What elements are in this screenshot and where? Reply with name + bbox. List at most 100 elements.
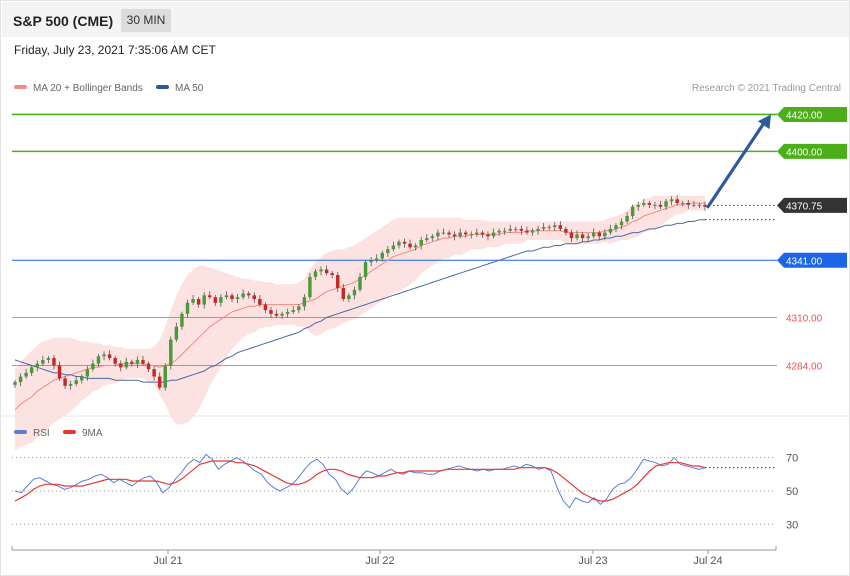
candle [697, 204, 702, 206]
interval-badge[interactable]: 30 MIN [121, 9, 171, 32]
candle [458, 232, 462, 237]
candle [74, 380, 78, 384]
candle [397, 241, 401, 246]
x-tick-label: Jul 21 [153, 555, 182, 567]
candle [647, 203, 652, 205]
support-label: 4284.00 [786, 361, 823, 372]
candle [96, 356, 101, 364]
candle [530, 230, 535, 233]
header-bar: S&P 500 (CME) 30 MIN [2, 2, 849, 37]
candle [486, 234, 490, 237]
candle [124, 361, 129, 368]
credit-label: Research © 2021 Trading Central [692, 83, 841, 94]
candle [252, 295, 256, 300]
candle [586, 236, 590, 239]
candle [580, 234, 585, 239]
candle [469, 234, 474, 236]
rsi-tick-label: 30 [786, 519, 798, 531]
resistance-price-tag [777, 106, 847, 122]
candle [536, 228, 540, 231]
candle [146, 363, 151, 370]
candle [213, 297, 218, 303]
candle [569, 232, 574, 239]
candle [208, 295, 212, 298]
timestamp: Friday, July 23, 2021 7:35:06 AM CET [14, 43, 216, 57]
x-axis: Jul 21 Jul 22 Jul 23 Jul 24 [153, 550, 723, 567]
candle [519, 228, 524, 231]
candle [508, 228, 512, 231]
candle [380, 252, 384, 259]
candle [202, 295, 206, 305]
candle [402, 241, 407, 244]
candle [669, 199, 674, 202]
candle [285, 311, 290, 314]
candle [319, 269, 323, 272]
candle [180, 313, 184, 327]
candle [291, 310, 295, 312]
legend-swatch-ma50 [156, 85, 169, 89]
candle [425, 238, 429, 240]
candle [302, 297, 307, 307]
candle [358, 276, 362, 290]
pivot-price-label: 4341.00 [786, 256, 823, 267]
candle [130, 361, 134, 364]
candle [686, 203, 691, 205]
candle [24, 372, 28, 377]
candle [630, 206, 635, 216]
instrument-title: S&P 500 (CME) [13, 13, 114, 29]
rsi-tick-label: 50 [786, 486, 798, 498]
candle [369, 260, 373, 263]
candle [68, 383, 73, 386]
legend-label-ma50: MA 50 [175, 83, 204, 94]
candle [263, 304, 268, 311]
candle [196, 299, 201, 305]
candle [653, 204, 657, 206]
candle [57, 365, 62, 379]
candle [408, 243, 412, 248]
price-legend: MA 20 + Bollinger Bands MA 50 [14, 83, 204, 94]
candle [363, 262, 368, 277]
candle [35, 363, 39, 368]
candle [107, 354, 112, 359]
legend-swatch-rsi [14, 430, 27, 434]
rsi-legend: RSI 9MA [14, 428, 103, 439]
resistance-price-label: 4420.00 [786, 110, 823, 121]
candle [480, 232, 485, 235]
legend-label-9ma: 9MA [82, 428, 103, 439]
candle [102, 354, 106, 357]
candle [63, 378, 67, 386]
candle [141, 359, 145, 364]
candle [564, 228, 568, 233]
candle [336, 275, 340, 288]
forecast-arrow [706, 119, 767, 209]
candle [163, 365, 167, 388]
pivot-price-tag [777, 252, 847, 268]
candle [614, 225, 618, 229]
candle [224, 295, 229, 298]
x-tick-label: Jul 24 [693, 555, 722, 567]
candle [664, 201, 668, 207]
candle [636, 204, 640, 207]
candle [525, 230, 529, 233]
candle [447, 232, 451, 235]
forecast-arrowhead [757, 114, 771, 130]
candle [430, 236, 435, 239]
candle [575, 234, 579, 239]
candle [658, 204, 663, 207]
candle [558, 225, 563, 229]
candle [29, 367, 34, 373]
candle [297, 306, 301, 311]
candle [514, 228, 518, 230]
candle [135, 359, 140, 364]
candle [230, 295, 234, 300]
price-plot: 4420.00 4400.00 4370.75 4341.00 4310.00 4284.… [12, 106, 847, 451]
rsi-line [14, 453, 706, 509]
candle [41, 359, 45, 364]
x-tick-label: Jul 23 [578, 555, 607, 567]
rsi-plot: 30 50 70 [12, 453, 798, 531]
candle [241, 293, 245, 298]
candle [597, 232, 601, 237]
candle [452, 234, 457, 237]
